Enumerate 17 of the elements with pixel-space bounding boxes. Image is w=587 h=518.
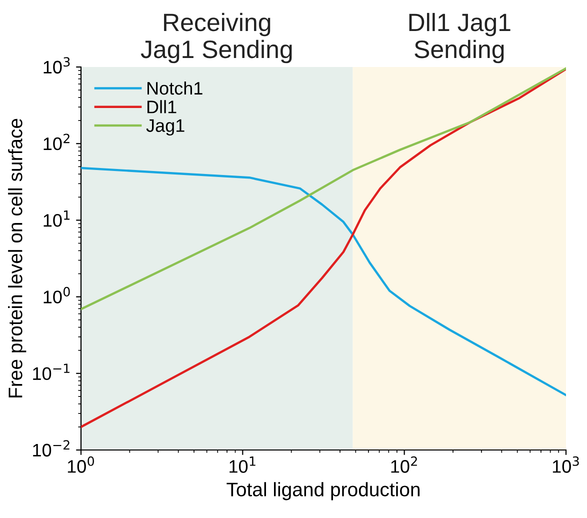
legend-label: Notch1 — [147, 81, 202, 95]
x-tick-label: 10$^{2}$ — [391, 456, 417, 473]
y-tick-label: 10$^{3}$ — [44, 57, 70, 74]
y-tick-label: 10$^{0}$ — [44, 286, 70, 304]
band-label: Receiving Jag1 Sending — [140, 12, 292, 64]
y-tick-label: 10$^{2}$ — [44, 134, 70, 150]
legend-label: Jag1 — [146, 119, 184, 136]
legend-label: Dll1 — [147, 100, 176, 114]
y-tick-label: 10$^{−2}$ — [33, 440, 70, 457]
y-axis-title: Free protein level on cell surface — [8, 118, 26, 398]
band-label: Dll1 Jag1 Sending — [409, 12, 510, 64]
x-tick-label: 10$^{0}$ — [68, 456, 94, 473]
x-axis-title: Total ligand production — [226, 482, 420, 500]
x-tick-label: 10$^{3}$ — [552, 456, 579, 473]
y-tick-label: 10$^{−1}$ — [33, 364, 70, 380]
y-tick-label: 10$^{1}$ — [44, 210, 70, 227]
x-tick-label: 10$^{1}$ — [230, 456, 256, 473]
